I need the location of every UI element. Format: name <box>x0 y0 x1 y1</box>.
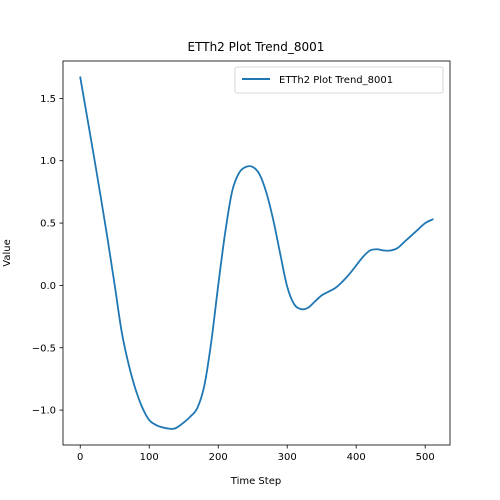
y-axis-ticks: −1.0 −0.5 0.0 0.5 1.0 1.5 <box>32 94 63 417</box>
data-point <box>100 197 102 199</box>
data-point <box>300 308 302 310</box>
data-point <box>369 250 371 252</box>
data-point <box>341 281 343 283</box>
data-point <box>172 428 174 430</box>
data-point <box>355 264 357 266</box>
data-point <box>362 256 364 258</box>
data-point <box>424 222 426 224</box>
legend-box <box>234 66 444 94</box>
data-point <box>279 253 281 255</box>
x-tick-label: 0 <box>77 452 83 463</box>
data-point <box>141 407 143 409</box>
chart-title: ETTh2 Plot Trend_8001 <box>188 40 325 54</box>
y-tick-label: 0.0 <box>40 281 56 292</box>
x-tick-label: 200 <box>209 452 228 463</box>
data-point <box>307 307 309 309</box>
data-point <box>397 247 399 249</box>
data-point <box>79 76 81 78</box>
legend-label: ETTh2 Plot Trend_8001 <box>279 75 393 86</box>
data-point <box>134 388 136 390</box>
x-tick-label: 500 <box>416 452 435 463</box>
data-point <box>238 172 240 174</box>
data-point <box>417 228 419 230</box>
data-point <box>259 173 261 175</box>
y-tick-label: 1.5 <box>40 94 56 105</box>
data-point <box>231 191 233 193</box>
x-tick-label: 400 <box>347 452 366 463</box>
data-point <box>210 341 212 343</box>
data-point <box>376 248 378 250</box>
y-axis-label: Value <box>2 239 13 266</box>
data-point <box>410 235 412 237</box>
data-point <box>217 284 219 286</box>
data-point <box>93 156 95 158</box>
data-point <box>148 419 150 421</box>
legend: ETTh2 Plot Trend_8001 <box>234 66 444 94</box>
x-axis-label: Time Step <box>230 476 281 487</box>
data-point <box>155 424 157 426</box>
data-point <box>286 286 288 288</box>
data-point <box>314 301 316 303</box>
data-point <box>86 116 88 118</box>
data-point <box>321 294 323 296</box>
data-point <box>272 220 274 222</box>
y-tick-label: 0.5 <box>40 219 56 230</box>
data-point <box>169 428 171 430</box>
data-point <box>328 291 330 293</box>
data-point <box>403 241 405 243</box>
data-point <box>183 422 185 424</box>
x-axis-ticks: 0 100 200 300 400 500 <box>77 445 435 463</box>
data-point <box>121 331 123 333</box>
series-layer <box>79 76 434 430</box>
data-point <box>162 427 164 429</box>
data-point <box>197 407 199 409</box>
x-tick-label: 100 <box>140 452 159 463</box>
plot-frame <box>62 60 451 446</box>
data-point <box>383 250 385 252</box>
data-point <box>128 363 130 365</box>
y-tick-label: 1.0 <box>40 156 56 167</box>
x-tick-label: 300 <box>278 452 297 463</box>
data-point <box>266 192 267 194</box>
data-point <box>107 240 109 242</box>
data-point <box>114 284 116 286</box>
data-point <box>293 303 295 305</box>
y-tick-label: −0.5 <box>32 343 56 354</box>
data-point <box>190 415 192 417</box>
data-point <box>348 273 350 275</box>
data-point <box>176 427 178 429</box>
data-point <box>390 250 392 252</box>
data-point <box>203 384 205 386</box>
data-point <box>432 218 434 220</box>
data-point <box>245 166 247 168</box>
data-point <box>252 166 254 168</box>
data-point <box>334 287 336 289</box>
data-point <box>224 232 226 234</box>
y-tick-label: −1.0 <box>32 406 56 417</box>
